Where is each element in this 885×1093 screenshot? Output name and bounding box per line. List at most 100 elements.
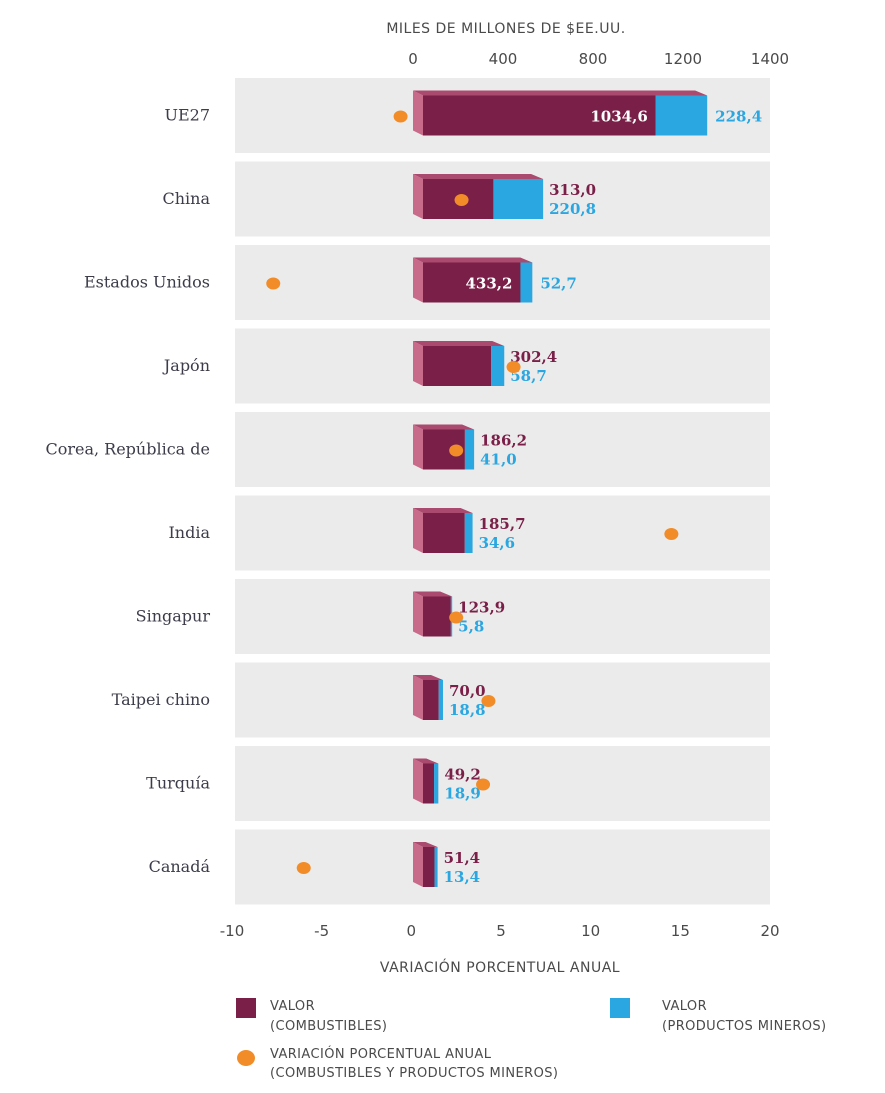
bar-mineral <box>464 429 475 470</box>
data-label-mineral: 52,7 <box>540 275 577 293</box>
category-label: Japón <box>162 356 210 375</box>
bottom-axis-ticks: -10 -5 0 5 10 15 20 <box>220 922 780 940</box>
bar-side-face <box>413 257 423 303</box>
change-marker <box>266 277 281 290</box>
bar-top-face <box>413 508 473 513</box>
row-panel <box>235 412 770 487</box>
change-marker <box>664 528 679 540</box>
data-label-mineral: 18,8 <box>449 701 486 719</box>
data-label-fuel: 313,0 <box>549 181 596 199</box>
data-label-fuel: 49,2 <box>444 766 481 784</box>
data-label-mineral: 220,8 <box>549 200 596 218</box>
data-label-fuel: 123,9 <box>458 599 505 617</box>
legend-swatch-mineral <box>610 998 630 1018</box>
bar-mineral <box>493 179 544 219</box>
top-axis-title: MILES DE MILLONES DE $EE.UU. <box>386 21 625 37</box>
bar-side-face <box>413 842 423 887</box>
bar-fuel <box>423 680 439 720</box>
bar-mineral <box>438 680 443 720</box>
data-label-fuel: 186,2 <box>480 432 527 450</box>
row: Turquía 49,218,9 <box>146 746 770 821</box>
data-label-fuel: 185,7 <box>479 515 526 533</box>
row-panel <box>235 579 770 654</box>
bottom-tick-label: -5 <box>314 922 329 940</box>
legend-fuel-line1: VALOR <box>270 999 315 1014</box>
bottom-axis-title: VARIACIÓN PORCENTUAL ANUAL <box>380 958 620 976</box>
bar-top-face <box>413 591 453 597</box>
change-marker <box>506 361 521 373</box>
data-label-fuel: 70,0 <box>449 682 486 700</box>
bottom-tick-label: -10 <box>220 922 245 940</box>
data-label-mineral: 5,8 <box>458 618 484 636</box>
category-label: Estados Unidos <box>84 273 210 292</box>
data-label-fuel: 51,4 <box>444 849 481 867</box>
row-panel <box>235 746 770 821</box>
bar-side-face <box>413 758 423 804</box>
bar-side-face <box>413 591 423 637</box>
bar-top-face <box>413 90 708 96</box>
change-marker <box>481 695 496 707</box>
bar-top-face <box>413 174 544 179</box>
top-tick-label: 1200 <box>664 50 702 68</box>
row: India 185,734,6 <box>168 495 770 571</box>
row-panel <box>235 662 770 738</box>
bar-mineral <box>464 513 473 553</box>
change-marker <box>476 778 491 791</box>
bar-top-face <box>413 424 475 430</box>
data-label-mineral: 228,4 <box>715 108 762 126</box>
bar-fuel <box>423 346 492 386</box>
bar-fuel <box>423 596 451 637</box>
bar-side-face <box>413 174 423 219</box>
bottom-tick-label: 0 <box>407 922 417 940</box>
category-label: Corea, República de <box>45 440 210 459</box>
bar-fuel <box>423 95 656 136</box>
row: Singapur 123,95,8 <box>136 579 770 654</box>
data-label-mineral: 41,0 <box>480 451 517 469</box>
data-label-mineral: 58,7 <box>510 367 547 385</box>
row-panel <box>235 495 770 571</box>
change-marker <box>393 110 408 123</box>
category-label: Turquía <box>146 774 210 793</box>
bar-top-face <box>413 758 439 764</box>
bottom-tick-label: 10 <box>581 922 600 940</box>
category-label: Taipei chino <box>112 690 210 709</box>
bottom-tick-label: 20 <box>760 922 779 940</box>
category-label: Canadá <box>149 857 211 876</box>
bar-fuel <box>423 847 435 887</box>
top-axis-ticks: 0 400 800 1200 1400 <box>408 50 789 68</box>
bar-fuel <box>423 262 521 303</box>
legend: VALOR (COMBUSTIBLES) VALOR (PRODUCTOS MI… <box>236 998 827 1081</box>
bar-side-face <box>413 675 423 720</box>
bar-top-face <box>413 842 438 847</box>
change-marker <box>454 194 469 206</box>
bar-side-face <box>413 424 423 470</box>
top-tick-label: 800 <box>579 50 608 68</box>
category-label: China <box>162 189 210 208</box>
bar-fuel <box>423 513 465 553</box>
row: Corea, República de 186,241,0 <box>45 412 770 487</box>
row-panel <box>235 829 770 905</box>
bar-mineral <box>434 847 438 887</box>
bar-top-face <box>413 341 505 346</box>
data-label-fuel: 433,2 <box>465 275 512 293</box>
row: Estados Unidos 433,2 52,7 <box>84 245 770 320</box>
top-tick-label: 0 <box>408 50 418 68</box>
legend-fuel-line2: (COMBUSTIBLES) <box>270 1019 387 1034</box>
legend-change-line2: (COMBUSTIBLES Y PRODUCTOS MINEROS) <box>270 1066 558 1081</box>
category-label: Singapur <box>136 607 211 626</box>
bar-top-face <box>413 675 443 680</box>
legend-mineral-line2: (PRODUCTOS MINEROS) <box>662 1019 827 1034</box>
change-marker <box>449 611 464 624</box>
legend-swatch-fuel <box>236 998 256 1018</box>
data-label-fuel: 302,4 <box>510 348 557 366</box>
row: Japón 302,458,7 <box>162 328 770 404</box>
bar-mineral <box>520 262 533 303</box>
bottom-tick-label: 15 <box>671 922 690 940</box>
row: Taipei chino 70,018,8 <box>112 662 770 738</box>
bar-fuel <box>423 763 435 804</box>
top-tick-label: 1400 <box>751 50 789 68</box>
bar-side-face <box>413 508 423 553</box>
bar-side-face <box>413 90 423 136</box>
